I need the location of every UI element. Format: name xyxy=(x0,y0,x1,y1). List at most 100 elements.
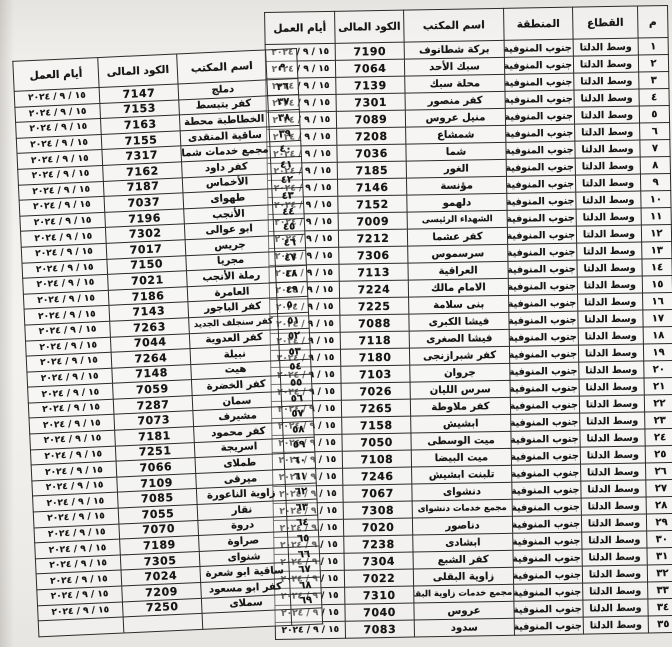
cell-num: ٣٧ xyxy=(267,94,300,112)
cell-num: ٣٠ xyxy=(646,530,672,548)
cell-region: جنوب المنوفية xyxy=(510,396,580,415)
cell-code: 7158 xyxy=(341,416,411,435)
cell-code: 7088 xyxy=(339,314,410,333)
cell-office: ميت الوسطى xyxy=(410,431,512,451)
cell-sector: وسط الدلتا xyxy=(580,445,646,465)
cell-region: جنوب المنوفية xyxy=(512,549,583,568)
cell-region: جنوب المنوفية xyxy=(511,447,581,466)
cell-office: جروان xyxy=(409,363,511,383)
cell-office: زاوية البقلى xyxy=(413,567,514,587)
cell-office: كفر عشما xyxy=(407,227,508,247)
cell-num: ١٠ xyxy=(640,190,672,209)
cell-region: جنوب المنوفية xyxy=(508,277,578,296)
cell-code: 7067 xyxy=(342,484,413,503)
cell-num: ٥ xyxy=(639,105,670,124)
cell-code: 7212 xyxy=(338,229,408,248)
column-header: أيام العمل xyxy=(12,57,100,92)
cell-num: ٥٨ xyxy=(282,421,315,439)
cell-code: 7139 xyxy=(335,76,405,95)
cell-num: ٢ xyxy=(638,54,669,73)
cell-sector: وسط الدلتا xyxy=(573,89,640,108)
cell-region: جنوب المنوفية xyxy=(513,600,584,619)
column-header: الكود المالى xyxy=(334,10,405,44)
cell-num: ١٩ xyxy=(643,343,672,361)
cell-num: ٥٣ xyxy=(278,343,311,361)
cell-code: 7108 xyxy=(342,450,412,469)
cell-num: ١٧ xyxy=(642,309,672,327)
cell-code: 7306 xyxy=(338,246,408,265)
cell-region: جنوب المنوفية xyxy=(509,362,580,381)
cell-num: ٢٨ xyxy=(646,496,672,514)
cell-office: سبك الأحد xyxy=(404,57,505,77)
cell-region: جنوب المنوفية xyxy=(506,192,577,211)
cell-office: الشهداء الرئيسى xyxy=(407,210,508,230)
cell-num: ١٤ xyxy=(641,258,672,276)
cell-num: ١ xyxy=(638,37,669,56)
cell-sector: وسط الدلتا xyxy=(573,38,639,57)
cell-num: ٤٤ xyxy=(272,203,305,221)
cell-region: جنوب المنوفية xyxy=(514,617,584,636)
cell-num: ٦٦ xyxy=(288,545,320,563)
column-header: الكود المالى xyxy=(97,53,179,88)
cell-code: 7083 xyxy=(345,620,415,639)
cell-region: جنوب المنوفية xyxy=(505,124,575,143)
cell-num: ٤٨ xyxy=(275,265,308,283)
cell-office: دناصور xyxy=(412,516,513,536)
cell-code: 7113 xyxy=(338,263,409,282)
cell-code: 7180 xyxy=(340,348,410,367)
cell-region: جنوب المنوفية xyxy=(504,39,574,58)
cell-num: ٥٦ xyxy=(281,390,313,408)
cell-num: ٤٠ xyxy=(269,140,302,158)
cell-sector: وسط الدلتا xyxy=(574,123,640,142)
cell-sector: وسط الدلتا xyxy=(578,326,644,346)
cell-sector: وسط الدلتا xyxy=(582,564,648,584)
cell-office: شمشاع xyxy=(405,125,506,145)
cell-num: ٤٦ xyxy=(273,234,306,252)
cell-sector: وسط الدلتا xyxy=(581,513,647,533)
cell-num xyxy=(290,608,323,626)
cell-region: جنوب المنوفية xyxy=(506,158,576,177)
cell-region: جنوب المنوفية xyxy=(507,260,578,279)
cell-num: ٦٨ xyxy=(289,576,322,594)
column-header: اسم المكتب xyxy=(403,8,505,43)
offices-table-left: م اسم المكتب الكود المالى أيام العمل ٣٦ دملج… xyxy=(12,48,324,638)
cell-office: تلبنت ابشيش xyxy=(411,465,512,485)
cell-num: ٢٩ xyxy=(646,513,672,531)
cell-num: ٢٦ xyxy=(645,462,672,480)
cell-code: 7310 xyxy=(344,586,414,605)
cell-num: ٤١ xyxy=(270,156,303,174)
cell-office: العراقية xyxy=(407,261,509,281)
cell-code: 7103 xyxy=(340,365,411,384)
column-header: أيام العمل xyxy=(264,11,336,45)
cell-sector: وسط الدلتا xyxy=(579,394,645,414)
cell-office: كفر شبرازنجى xyxy=(409,346,510,366)
column-header: اسم المكتب xyxy=(176,49,267,84)
cell-num: ٦٤ xyxy=(286,514,319,532)
cell-sector: وسط الدلتا xyxy=(576,258,643,278)
cell-num: ٢٧ xyxy=(645,479,672,497)
cell-region: جنوب المنوفية xyxy=(504,73,574,92)
cell-num: ٤٢ xyxy=(271,171,303,189)
cell-num: ٣١ xyxy=(646,547,672,565)
cell-num: ٦٢ xyxy=(285,483,317,501)
cell-sector: وسط الدلتا xyxy=(574,106,640,125)
cell-region: جنوب المنوفية xyxy=(512,532,582,551)
cell-office: دنشواى xyxy=(411,482,513,502)
cell-num: ٣٦ xyxy=(266,78,299,96)
cell-region: جنوب المنوفية xyxy=(509,345,579,364)
cell-office: مجمع خدمات دنشواى xyxy=(412,499,513,519)
cell-num: ٣ xyxy=(638,71,669,90)
cell-num: ٦٠ xyxy=(283,452,316,470)
cell-sector: وسط الدلتا xyxy=(578,343,644,363)
cell-num: ٥١ xyxy=(277,312,310,330)
cell-num: ٩ xyxy=(640,173,671,192)
cell-office: الامام مالك xyxy=(408,278,509,298)
cell-num: ٥٤ xyxy=(279,358,312,376)
cell-num: ٥٥ xyxy=(280,374,313,392)
cell-region: جنوب المنوفية xyxy=(512,515,582,534)
cell-office: فيشا الكبرى xyxy=(408,312,510,332)
cell-region: جنوب المنوفية xyxy=(505,141,576,160)
cell-code: 7301 xyxy=(336,93,406,112)
cell-region: جنوب المنوفية xyxy=(505,107,575,126)
